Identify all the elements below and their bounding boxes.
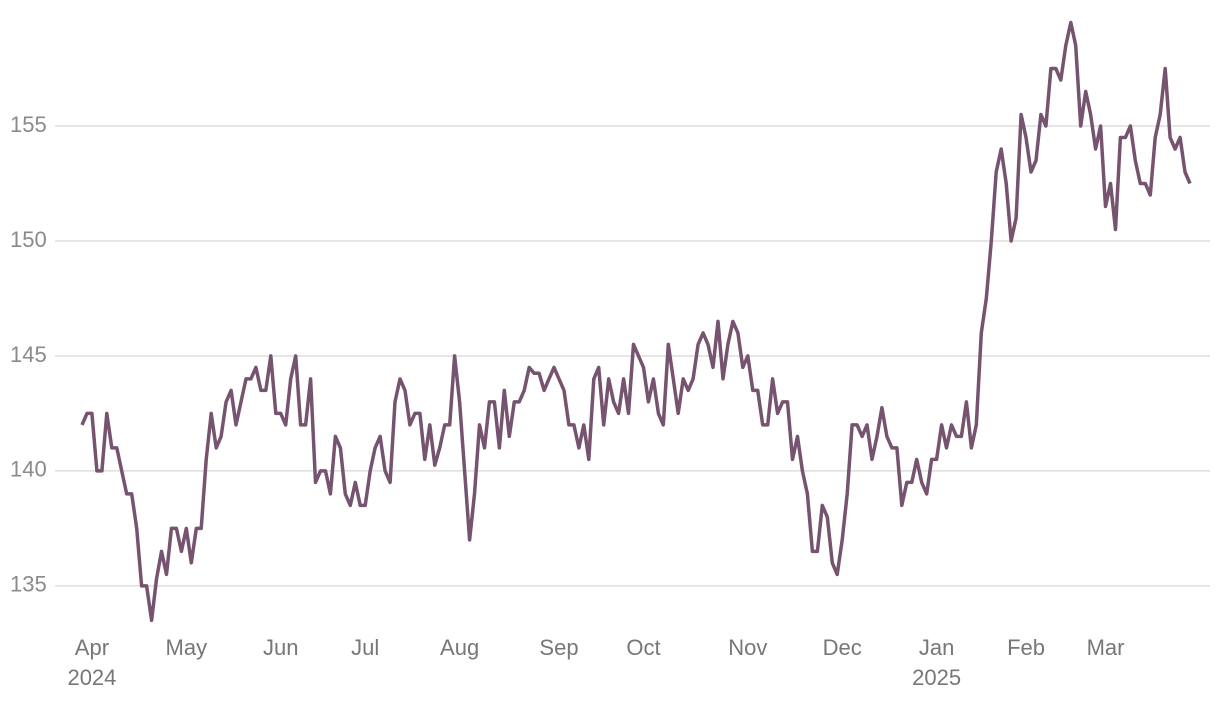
x-tick-label: Nov: [728, 635, 767, 660]
y-tick-label: 155: [10, 112, 47, 137]
x-tick-label: Jul: [351, 635, 379, 660]
y-tick-label: 140: [10, 457, 47, 482]
x-tick-label: Dec: [823, 635, 862, 660]
x-tick-year: 2024: [67, 665, 116, 690]
x-tick-label: Apr: [75, 635, 109, 660]
x-tick-label: Sep: [539, 635, 578, 660]
x-tick-label: Aug: [440, 635, 479, 660]
y-tick-label: 150: [10, 227, 47, 252]
x-tick-label: Feb: [1007, 635, 1045, 660]
x-tick-label: May: [166, 635, 208, 660]
x-tick-year: 2025: [912, 665, 961, 690]
price-line: [80, 20, 1192, 623]
x-tick-label: Jun: [263, 635, 298, 660]
x-tick-label: Jan: [919, 635, 954, 660]
y-tick-label: 135: [10, 572, 47, 597]
y-tick-label: 145: [10, 342, 47, 367]
x-tick-label: Mar: [1087, 635, 1125, 660]
x-tick-label: Oct: [626, 635, 660, 660]
